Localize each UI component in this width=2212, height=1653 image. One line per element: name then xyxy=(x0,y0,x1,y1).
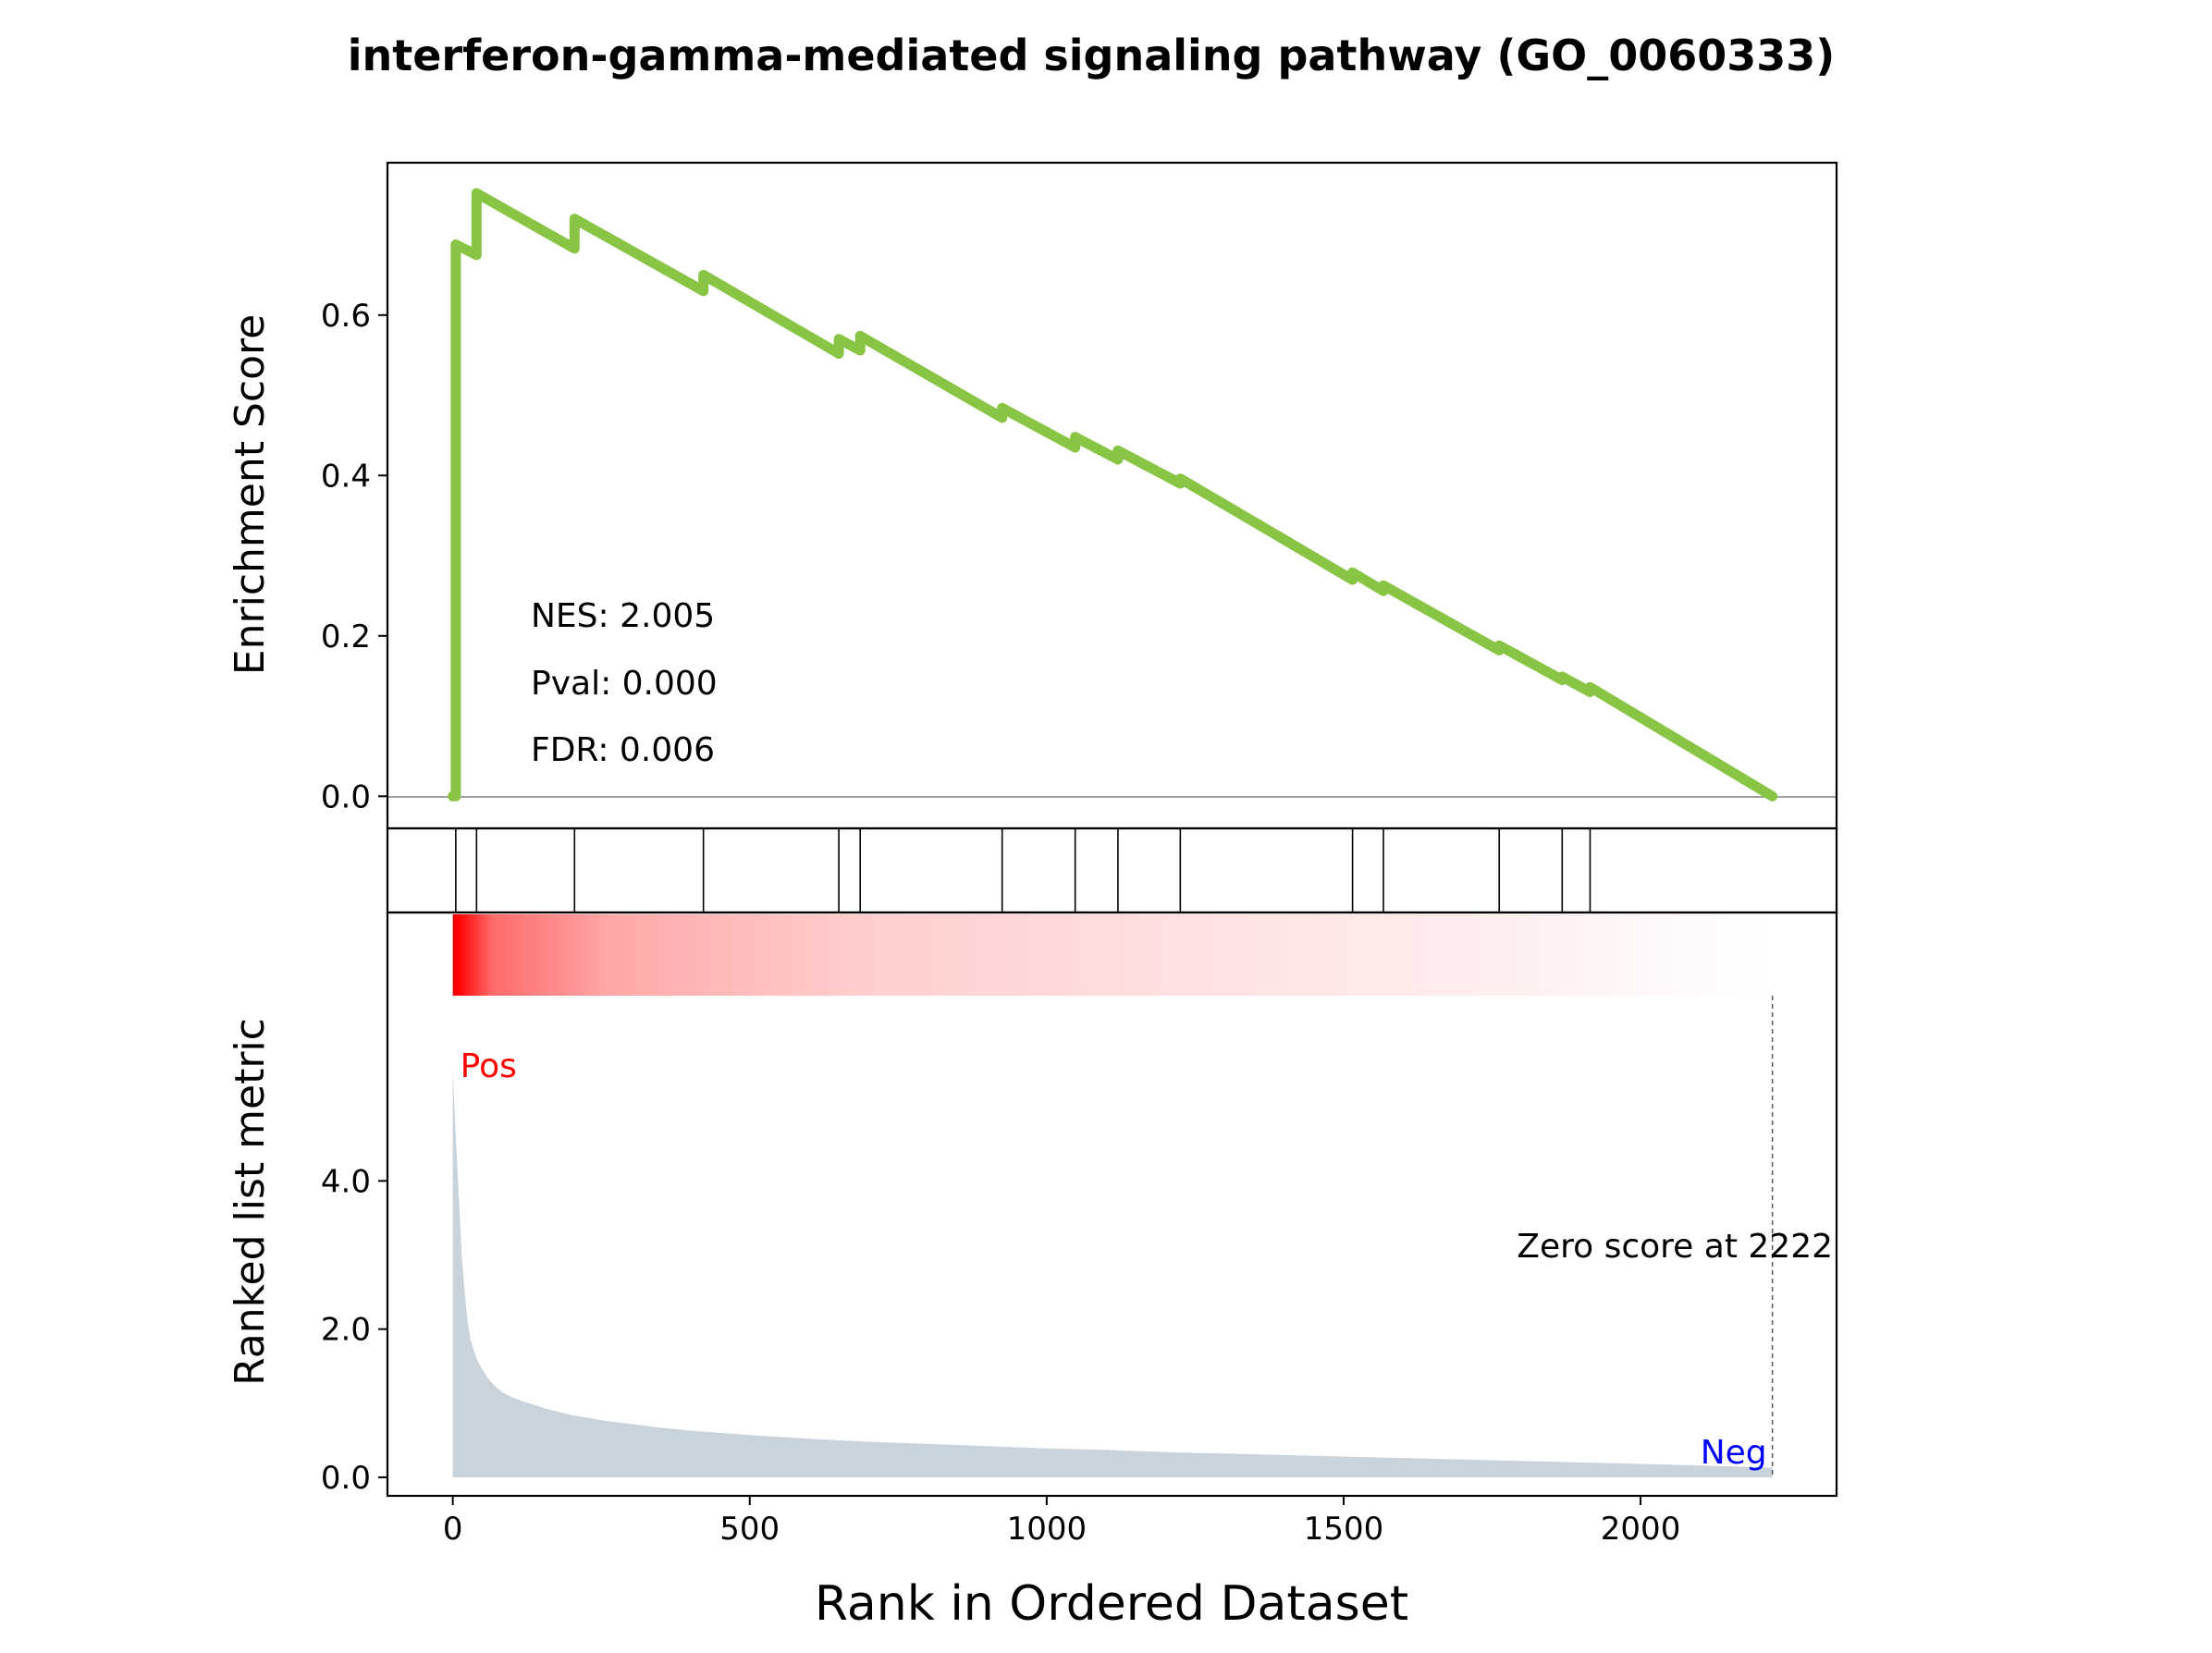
es-ytick-label: 0.6 xyxy=(321,298,371,335)
es-ytick-label: 0.2 xyxy=(321,618,371,655)
es-frame xyxy=(386,161,1838,830)
rank-ytick-label: 0.0 xyxy=(321,1460,371,1497)
ranked-metric-area xyxy=(452,1070,1773,1477)
x-tick-label: 1000 xyxy=(1007,1511,1088,1548)
neg-label: Neg xyxy=(1701,1434,1767,1472)
es-ytick-label: 0.0 xyxy=(321,778,371,815)
rank-ytick-label: 2.0 xyxy=(321,1312,371,1349)
enrichment-panel: 0.0 0.2 0.4 0.6 Enrichment Score NES: 2.005… xyxy=(227,161,1838,830)
pos-label: Pos xyxy=(461,1047,517,1085)
es-ylabel: Enrichment Score xyxy=(227,314,274,675)
stat-pval: Pval: 0.000 xyxy=(531,665,718,703)
x-tick-label: 500 xyxy=(719,1511,780,1548)
ranked-metric-panel: Pos Neg Zero score at 2222 0.0 2.0 4.0 0 50… xyxy=(227,911,1838,1632)
rank-ylabel: Ranked list metric xyxy=(227,1018,274,1386)
chart-title: interferon-gamma-mediated signaling path… xyxy=(348,31,1836,80)
x-tick-label: 2000 xyxy=(1601,1511,1681,1548)
es-ytick-label: 0.4 xyxy=(321,458,371,495)
x-tick-label: 0 xyxy=(443,1511,463,1548)
stat-nes: NES: 2.005 xyxy=(531,597,715,635)
rank-frame xyxy=(386,911,1838,1498)
rank-heatmap-bar xyxy=(452,914,1773,996)
hits-panel xyxy=(386,826,1838,914)
x-axis-label: Rank in Ordered Dataset xyxy=(815,1576,1408,1632)
enrichment-score-line xyxy=(448,188,1778,802)
hits-frame xyxy=(386,826,1838,914)
rank-ytick-label: 4.0 xyxy=(321,1163,371,1200)
x-tick-label: 1500 xyxy=(1304,1511,1384,1548)
stat-fdr: FDR: 0.006 xyxy=(531,731,715,769)
zero-score-label: Zero score at 2222 xyxy=(1517,1228,1833,1266)
